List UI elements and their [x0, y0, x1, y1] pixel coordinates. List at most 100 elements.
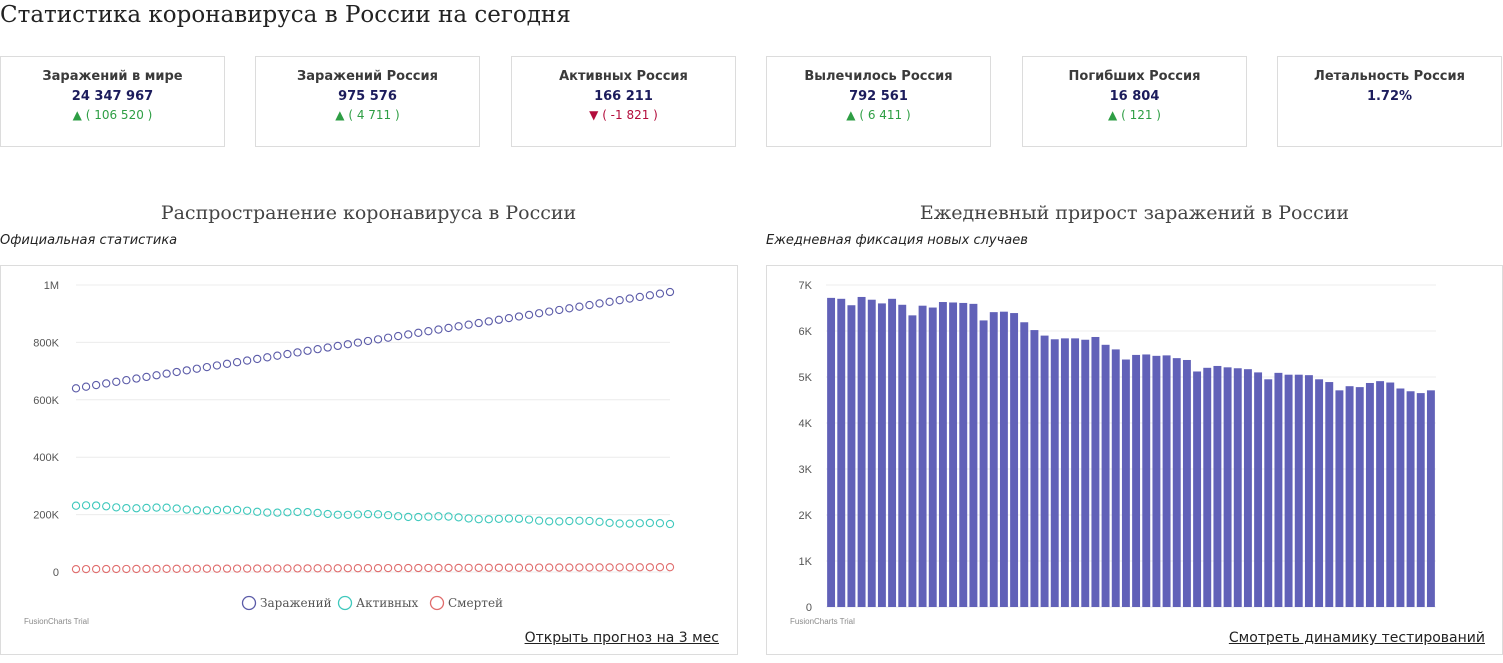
y-tick-label: 7K: [799, 280, 813, 292]
data-point: [444, 323, 453, 333]
trend-up-icon: ▲: [846, 108, 856, 122]
bar[interactable]: [1325, 382, 1334, 607]
bar[interactable]: [1101, 344, 1110, 607]
data-point: [243, 564, 252, 573]
bar[interactable]: [837, 298, 846, 607]
stat-card: Активных Россия 166 211 ▼ ( -1 821 ): [511, 56, 736, 147]
bar[interactable]: [1243, 369, 1252, 607]
bar[interactable]: [1040, 335, 1049, 607]
bar[interactable]: [1121, 359, 1130, 607]
bar[interactable]: [1010, 313, 1019, 607]
data-point: [222, 359, 232, 368]
bar[interactable]: [1376, 381, 1385, 607]
forecast-link[interactable]: Открыть прогноз на 3 мес: [524, 630, 719, 646]
bar[interactable]: [1172, 358, 1181, 607]
data-point: [192, 506, 201, 515]
data-point: [363, 564, 373, 573]
testing-dynamics-link[interactable]: Смотреть динамику тестирований: [1228, 630, 1485, 646]
bar[interactable]: [1081, 339, 1090, 607]
data-point: [222, 505, 232, 514]
bar[interactable]: [938, 302, 947, 607]
data-point: [404, 563, 413, 573]
stat-label: Летальность Россия: [1314, 69, 1465, 84]
bar[interactable]: [918, 305, 927, 607]
data-point: [615, 296, 624, 305]
bar[interactable]: [1386, 382, 1395, 607]
bar[interactable]: [1223, 367, 1232, 607]
legend-marker-icon[interactable]: [429, 595, 445, 611]
bar[interactable]: [1355, 387, 1364, 607]
bar[interactable]: [1060, 338, 1069, 607]
bar[interactable]: [908, 315, 917, 607]
bar[interactable]: [1020, 322, 1029, 607]
legend-marker-icon[interactable]: [241, 595, 257, 611]
bar[interactable]: [1406, 391, 1415, 607]
trend-up-icon: ▲: [335, 108, 345, 122]
data-point: [172, 367, 181, 377]
bar[interactable]: [1294, 374, 1303, 607]
bar[interactable]: [1203, 367, 1212, 607]
data-point: [394, 512, 403, 521]
data-point: [353, 510, 363, 519]
bar[interactable]: [1142, 354, 1151, 607]
stat-card: Заражений в мире 24 347 967 ▲ ( 106 520 ): [0, 56, 225, 147]
bar[interactable]: [949, 302, 958, 607]
bar[interactable]: [1315, 379, 1324, 607]
bar[interactable]: [867, 299, 876, 607]
bar[interactable]: [898, 304, 907, 607]
bar[interactable]: [1182, 359, 1191, 607]
bar[interactable]: [1396, 388, 1405, 608]
data-point: [565, 516, 574, 526]
bar[interactable]: [1284, 374, 1293, 607]
bar[interactable]: [1071, 338, 1080, 607]
stat-delta-value: ( 121 ): [1121, 108, 1161, 122]
bar[interactable]: [1030, 330, 1039, 607]
bar-chart: 0 1K 2K 3K 4K 5K 6K 7K FusionCharts Trial: [790, 280, 1436, 626]
bar[interactable]: [969, 303, 978, 607]
bar[interactable]: [847, 305, 856, 607]
bar[interactable]: [1162, 355, 1171, 607]
bar[interactable]: [979, 320, 988, 607]
bar[interactable]: [1050, 339, 1059, 607]
bar[interactable]: [1152, 355, 1161, 607]
bar[interactable]: [1416, 393, 1425, 607]
bar[interactable]: [888, 298, 897, 607]
data-point: [434, 325, 443, 334]
bar[interactable]: [1254, 372, 1263, 607]
y-tick-label: 0: [806, 602, 812, 614]
legend-marker-icon[interactable]: [337, 595, 353, 611]
stat-delta: ▲ ( 6 411 ): [767, 108, 990, 122]
bar[interactable]: [1345, 386, 1354, 607]
watermark: FusionCharts Trial: [790, 617, 855, 626]
bar[interactable]: [1264, 379, 1273, 607]
bar[interactable]: [1335, 390, 1344, 607]
data-point: [404, 512, 413, 522]
bar[interactable]: [999, 311, 1008, 607]
bar[interactable]: [877, 303, 886, 607]
bar[interactable]: [989, 312, 998, 607]
bar[interactable]: [1091, 336, 1100, 607]
data-point: [172, 564, 181, 573]
stat-delta-value: ( -1 821 ): [602, 108, 658, 122]
bar[interactable]: [1111, 349, 1120, 607]
bar[interactable]: [1365, 382, 1374, 607]
bar[interactable]: [1193, 371, 1202, 607]
stat-label: Заражений Россия: [297, 69, 438, 84]
data-point: [534, 563, 544, 572]
bar[interactable]: [1426, 390, 1435, 607]
bar[interactable]: [857, 296, 866, 607]
data-point: [484, 515, 493, 524]
data-point: [182, 366, 191, 375]
data-point: [545, 517, 554, 526]
bar-chart-panel: 0 1K 2K 3K 4K 5K 6K 7K FusionCharts Trial Смотре…: [766, 265, 1503, 655]
data-point: [142, 503, 151, 513]
bar[interactable]: [1233, 368, 1242, 607]
bar[interactable]: [959, 302, 968, 607]
bar[interactable]: [1304, 375, 1313, 607]
bar[interactable]: [928, 307, 937, 607]
data-point: [615, 519, 624, 528]
bar[interactable]: [827, 297, 836, 607]
bar[interactable]: [1213, 365, 1222, 607]
bar[interactable]: [1132, 354, 1141, 607]
bar[interactable]: [1274, 372, 1283, 607]
